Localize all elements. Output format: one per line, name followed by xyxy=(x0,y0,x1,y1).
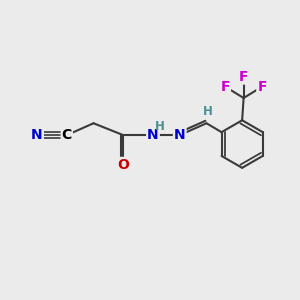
Text: N: N xyxy=(31,128,43,142)
Text: H: H xyxy=(154,120,164,133)
Text: C: C xyxy=(62,128,72,142)
Text: O: O xyxy=(117,158,129,172)
Text: F: F xyxy=(257,80,267,94)
Text: N: N xyxy=(174,128,185,142)
Text: F: F xyxy=(239,70,248,84)
Text: H: H xyxy=(203,106,213,118)
Text: N: N xyxy=(147,128,159,142)
Text: F: F xyxy=(220,80,230,94)
